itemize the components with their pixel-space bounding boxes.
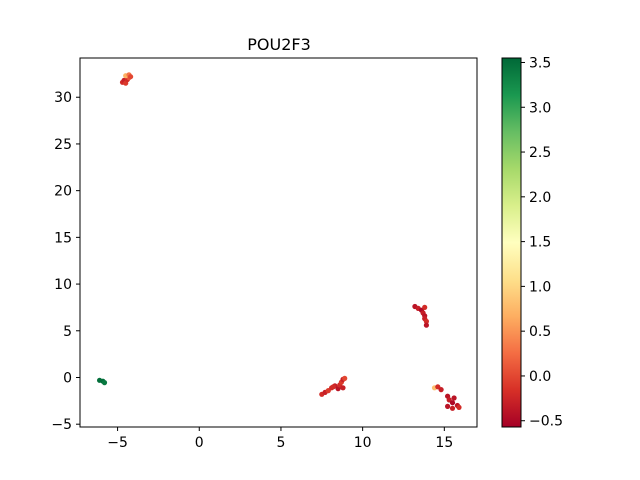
colorbar-tick-label: 0.0 [529, 369, 551, 385]
scatter-point [330, 384, 336, 390]
colorbar-tick-label: 0.5 [529, 324, 551, 340]
y-tick-label: 20 [54, 184, 72, 200]
scatter-points [97, 72, 462, 411]
scatter-point [445, 403, 451, 409]
colorbar-axis: −0.5 0.0 0.5 1.0 1.5 2.0 2.5 3.0 3.5 [521, 55, 563, 430]
scatter-point [449, 405, 456, 411]
colorbar-tick-label: 2.5 [529, 145, 551, 161]
y-tick-label: 10 [54, 277, 72, 293]
x-tick-label: 10 [354, 435, 372, 451]
scatter-point [128, 74, 134, 80]
scatter-point [340, 385, 346, 391]
scatter-point [449, 400, 456, 406]
x-tick-label: 5 [276, 435, 285, 451]
chart-title: POU2F3 [247, 35, 311, 54]
y-tick-label: 15 [54, 230, 72, 246]
colorbar-tick-label: 3.0 [529, 100, 551, 116]
scatter-point [422, 304, 428, 310]
scatter-point [451, 395, 457, 401]
colorbar-tick-label: 1.0 [529, 279, 551, 295]
y-tick-label: 5 [63, 324, 72, 340]
colorbar [501, 57, 522, 428]
x-tick-label: −5 [107, 435, 128, 451]
y-tick-label: 30 [54, 90, 72, 106]
x-tick-label: 15 [435, 435, 453, 451]
y-tick-label: −5 [51, 417, 72, 433]
x-axis: −5 0 5 10 15 [107, 427, 453, 451]
scatter-point [423, 322, 429, 328]
scatter-point [456, 404, 462, 410]
plot-frame [79, 57, 478, 428]
scatter-point [438, 387, 444, 393]
colorbar-tick-label: 3.5 [529, 55, 551, 71]
scatter-point [101, 380, 108, 386]
scatter-point [342, 375, 348, 381]
y-tick-label: 0 [63, 370, 72, 386]
colorbar-tick-label: 1.5 [529, 235, 551, 251]
y-tick-label: 25 [54, 137, 72, 153]
y-axis: −5 0 5 10 15 20 25 30 [51, 90, 80, 433]
colorbar-tick-label: −0.5 [529, 414, 563, 430]
colorbar-tick-label: 2.0 [529, 190, 551, 206]
x-tick-label: 0 [195, 435, 204, 451]
scatter-point [423, 318, 429, 324]
